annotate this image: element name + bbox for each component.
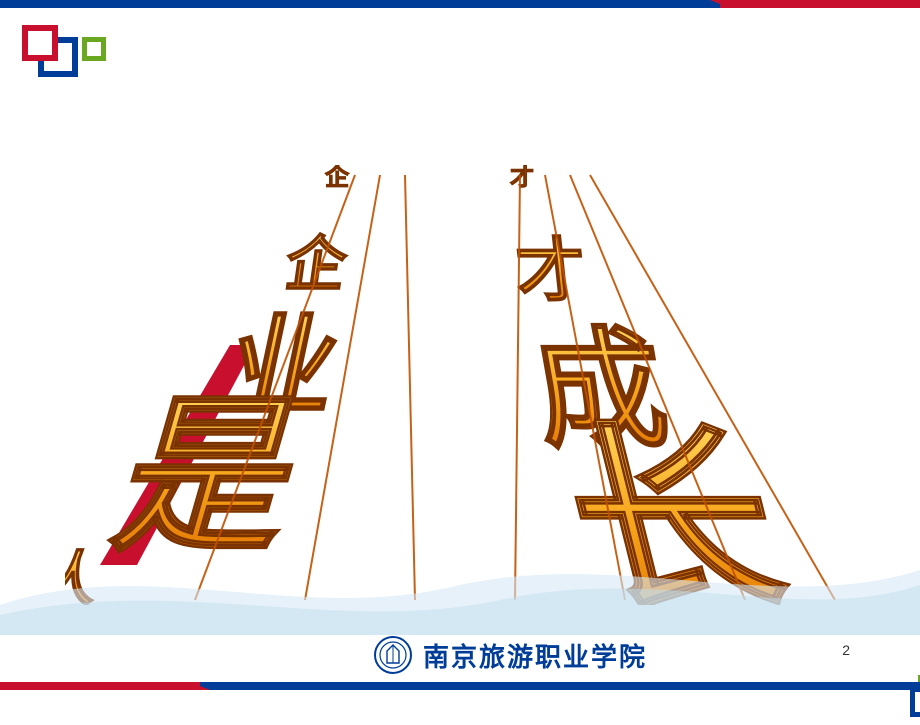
svg-text:人: 人: [65, 546, 112, 605]
square-green-icon: [82, 37, 106, 61]
bottom-stripe-cut: [190, 682, 210, 690]
svg-text:是: 是: [99, 381, 324, 571]
top-stripe-cut: [710, 0, 730, 8]
square-red-icon: [22, 25, 58, 61]
svg-text:才: 才: [512, 231, 590, 310]
svg-text:企: 企: [325, 165, 350, 191]
svg-text:长: 长: [546, 410, 802, 605]
footer: 南京旅游职业学院: [0, 635, 920, 675]
school-seal-icon: [373, 635, 413, 675]
top-stripe-red: [720, 0, 920, 8]
title-left-group: 企 企 业 是 人: [65, 165, 352, 605]
svg-text:才: 才: [510, 165, 534, 191]
page-number: 2: [842, 642, 850, 658]
bottom-stripe-red: [0, 682, 200, 690]
main-title-3d: 企 企 业 是 人 才 才 成 长: [65, 165, 855, 605]
school-name: 南京旅游职业学院: [423, 637, 647, 674]
svg-text:企: 企: [281, 230, 351, 298]
square-blue-icon: [910, 687, 920, 717]
